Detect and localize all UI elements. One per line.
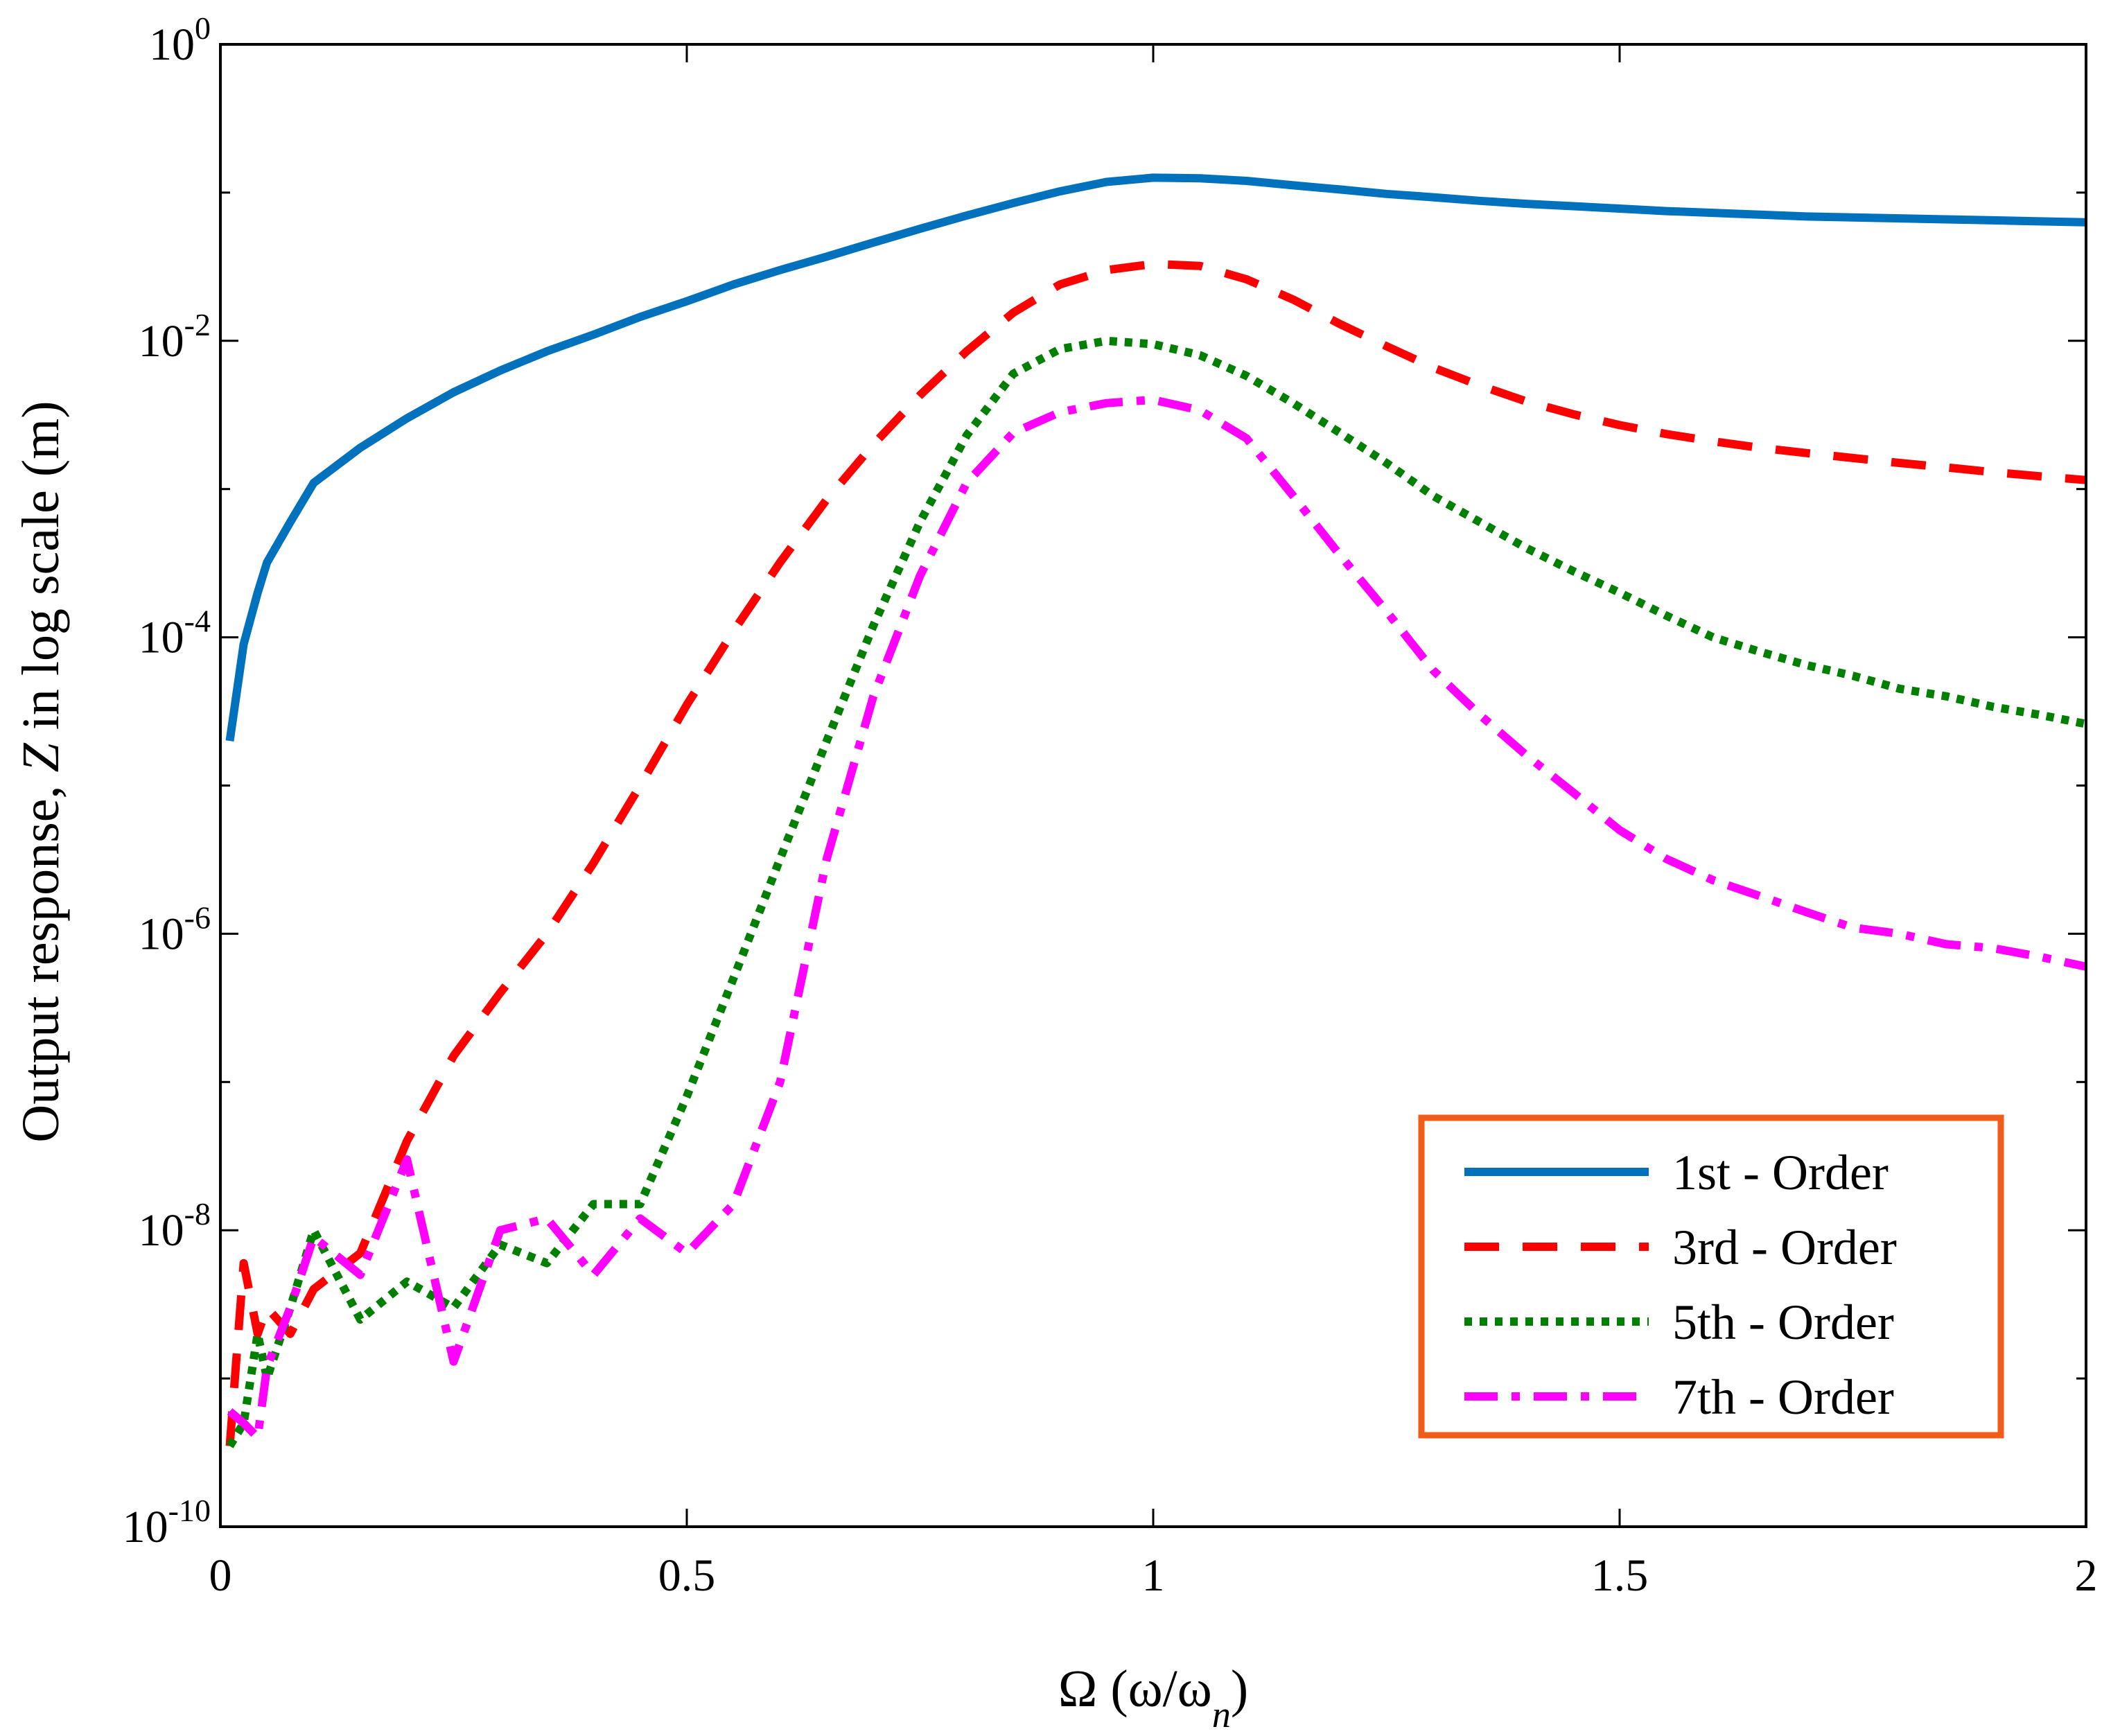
y-axis-label-prefix: Output response, — [12, 773, 70, 1143]
legend-label-4: 7th - Order — [1672, 1369, 1894, 1425]
series-line-3 — [226, 336, 2087, 1448]
x-tick-label: 1 — [1142, 1550, 1165, 1601]
legend-label-2: 3rd - Order — [1672, 1220, 1897, 1275]
x-axis-label-main: Ω (ω/ω — [1058, 1660, 1212, 1718]
x-tick-label: 0 — [209, 1550, 232, 1601]
series-layer — [225, 173, 2087, 1448]
x-tick-label: 2 — [2075, 1550, 2098, 1601]
y-tick-label: 10-4 — [139, 604, 211, 663]
tick-labels: 0 0.5 1 1.5 2 100 10-2 10-4 10-6 10-8 10-10 — [123, 10, 2098, 1601]
legend: 1st - Order 3rd - Order 5th - Order 7th - O… — [1418, 1114, 2004, 1439]
series-line-2 — [225, 259, 2087, 1447]
y-axis-label: Output response, Z in log scale (m) — [12, 401, 70, 1142]
x-axis-label-sub: n — [1212, 1694, 1231, 1735]
x-tick-label: 0.5 — [658, 1550, 716, 1601]
legend-label-3: 5th - Order — [1672, 1295, 1894, 1350]
y-tick-label: 10-8 — [139, 1196, 211, 1256]
y-tick-label: 100 — [149, 10, 211, 70]
y-tick-label: 10-2 — [139, 307, 211, 367]
x-axis-label: Ω (ω/ωn) — [1058, 1660, 1248, 1735]
series-line-1 — [225, 173, 2087, 742]
legend-label-1: 1st - Order — [1672, 1145, 1889, 1200]
ticks-layer — [219, 43, 2087, 1528]
y-axis-label-suffix: in log scale (m) — [12, 401, 70, 743]
x-tick-label: 1.5 — [1591, 1550, 1649, 1601]
series-line-4 — [227, 395, 2087, 1442]
y-axis-label-var: Z — [12, 743, 70, 773]
y-tick-label: 10-10 — [123, 1493, 211, 1552]
x-axis-label-end: ) — [1231, 1660, 1248, 1718]
legend-items: 1st - Order 3rd - Order 5th - Order 7th - O… — [1464, 1145, 1897, 1425]
y-tick-label: 10-6 — [139, 900, 211, 959]
